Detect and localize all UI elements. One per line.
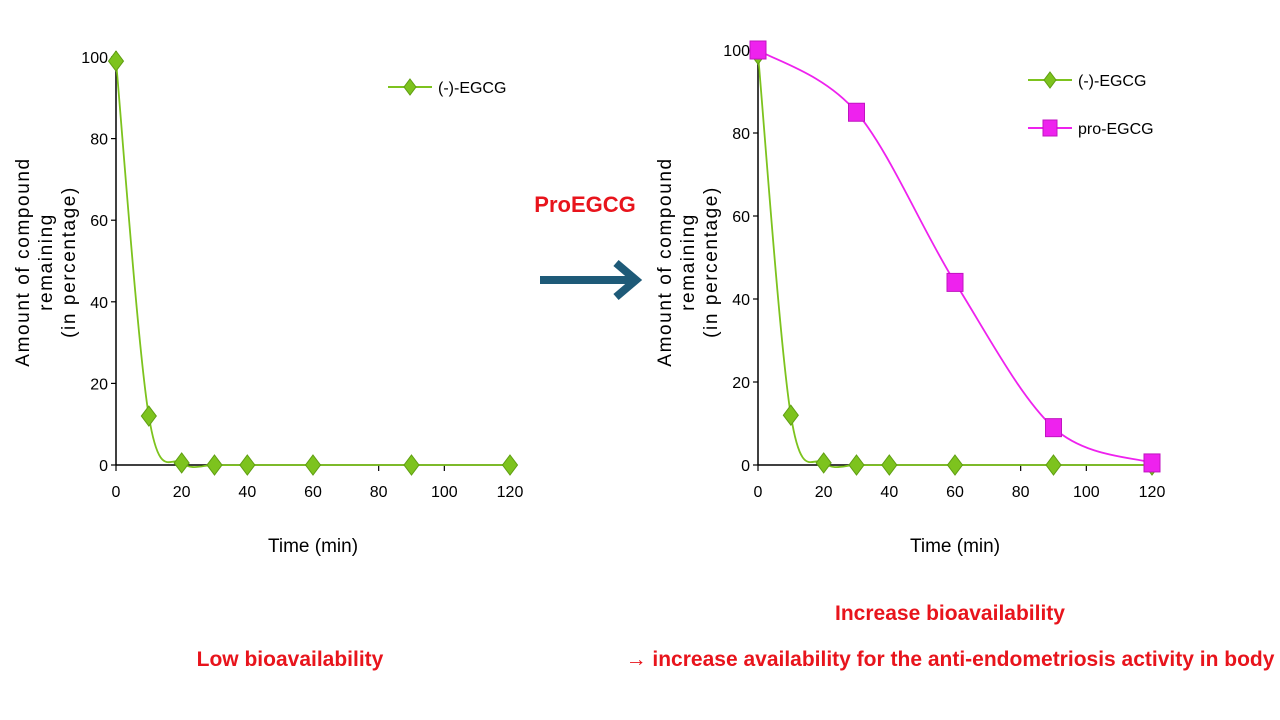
proegcg-label: ProEGCG [534,192,636,217]
caption-increase-bioavailability: Increase bioavailability [835,602,1065,625]
y-tick-label: 60 [732,209,750,226]
series-line [115,60,510,469]
y-tick-label: 40 [90,295,108,312]
y-tick-label: 80 [732,126,750,143]
square-marker [1143,453,1161,473]
x-tick-label: 20 [815,484,833,501]
legend-label: (-)-EGCG [1078,73,1146,90]
chart-increased-bioavailability: 0 20 40 60 80 100 0 20 40 60 80 100 120 Time (min) Amo… [655,40,1166,557]
legend-label: (-)-EGCG [438,80,506,97]
y-tick-label: 100 [81,50,108,67]
y-axis-title-line: remaining [678,213,699,311]
diamond-marker [881,454,898,476]
x-tick-label: 20 [173,484,191,501]
y-tick-label: 40 [732,292,750,309]
diamond-marker [403,454,420,476]
x-tick-label: 40 [238,484,256,501]
y-axis-title-line: remaining [36,213,57,311]
diamond-marker [206,454,223,476]
x-tick-label: 100 [1073,484,1100,501]
x-tick-label: 100 [431,484,458,501]
y-tick-label: 80 [90,132,108,149]
y-tick-label: 20 [732,375,750,392]
diamond-marker [173,452,190,474]
square-marker [848,102,865,122]
y-tick-label: 0 [741,458,750,475]
diamond-marker [848,454,865,476]
diamond-marker [501,454,519,476]
right-arrow-icon [540,259,643,301]
square-marker [946,272,964,292]
x-tick-label: 60 [304,484,322,501]
series-line [757,54,1152,469]
series-line [757,49,1153,464]
x-tick-label: 0 [754,484,763,501]
square-marker [749,40,767,60]
y-axis-title-line: Amount of compound [655,157,676,366]
x-tick-label: 80 [1012,484,1030,501]
y-axis-title-line: (in percentage) [701,186,722,338]
caption-low-bioavailability: Low bioavailability [196,648,384,671]
legend-square-marker [1042,119,1058,137]
diamond-marker [140,405,157,427]
diamond-marker [1045,454,1062,476]
y-tick-label: 60 [90,213,108,230]
y-tick-label: 0 [99,458,108,475]
y-tick-label: 20 [90,376,108,393]
legend-label: pro-EGCG [1078,121,1154,138]
square-marker [1045,418,1062,438]
diamond-marker [782,404,799,427]
y-tick-label: 100 [723,43,750,60]
x-tick-label: 0 [112,484,121,501]
legend-diamond-marker [403,78,417,96]
diamond-marker [107,50,125,72]
x-tick-label: 120 [497,484,524,501]
diamond-marker [946,454,964,476]
x-tick-label: 40 [880,484,898,501]
x-axis-title: Time (min) [268,536,358,557]
y-axis-title: Amount of compound remaining (in percentag… [655,157,722,366]
y-axis-title: Amount of compound remaining (in percentag… [13,157,80,366]
legend-diamond-marker [1043,71,1057,89]
x-tick-label: 60 [946,484,964,501]
diamond-marker [815,452,832,474]
x-tick-label: 120 [1139,484,1166,501]
x-tick-label: 80 [370,484,388,501]
diamond-marker [304,454,322,476]
y-axis-title-line: Amount of compound [13,157,34,366]
x-axis-title: Time (min) [910,536,1000,557]
caption-increase-availability: → increase availability for the anti-end… [625,648,1275,671]
chart-low-bioavailability: 0 20 40 60 80 100 0 20 40 60 80 100 120 Time (min) Amo… [13,50,524,557]
diamond-marker [239,454,256,476]
y-axis-title-line: (in percentage) [59,186,80,338]
